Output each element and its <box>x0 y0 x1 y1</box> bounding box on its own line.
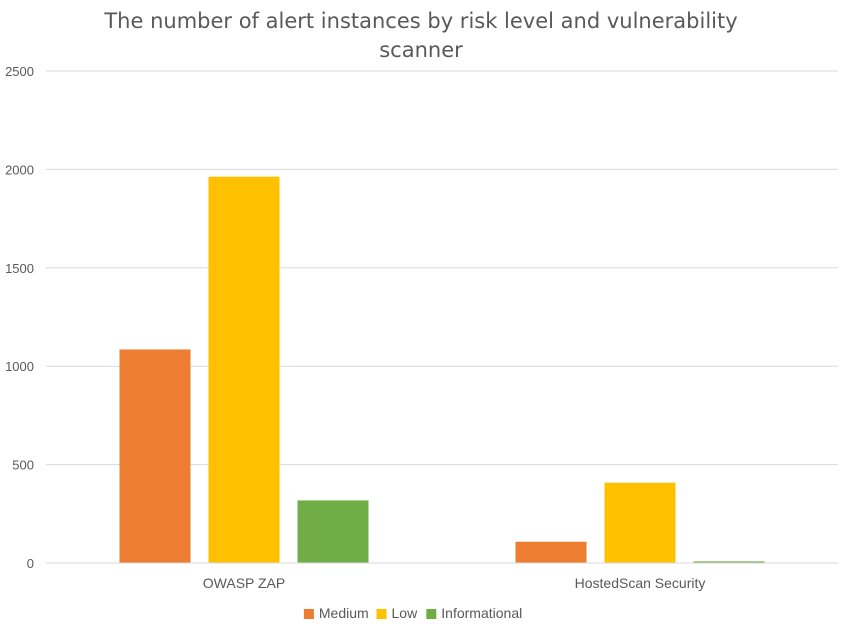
y-tick-label: 2500 <box>5 64 34 79</box>
y-tick-label: 500 <box>12 458 34 473</box>
bar-informational-1 <box>297 500 369 563</box>
bar-informational-2 <box>693 561 765 563</box>
legend: Medium Low Informational <box>303 605 522 621</box>
legend-item-low: Low <box>376 605 419 621</box>
chart-title-line-2: scanner <box>379 38 463 62</box>
bars <box>119 176 765 564</box>
legend-item-medium: Medium <box>303 605 369 621</box>
legend-label: Medium <box>319 605 369 621</box>
bar-low-2 <box>604 482 676 563</box>
legend-item-informational: Informational <box>426 605 522 621</box>
y-axis-ticks: 0 500 1000 1500 2000 2500 <box>5 64 34 571</box>
x-axis-categories: OWASP ZAP HostedScan Security <box>203 575 706 591</box>
chart-title-line-1: The number of alert instances by risk le… <box>103 9 737 33</box>
legend-swatch <box>303 609 314 619</box>
y-tick-label: 1000 <box>5 359 34 374</box>
legend-label: Low <box>392 605 419 621</box>
bar-medium-2 <box>515 541 587 563</box>
y-tick-label: 0 <box>27 556 34 571</box>
legend-label: Informational <box>441 605 522 621</box>
y-tick-label: 2000 <box>5 162 34 177</box>
y-tick-label: 1500 <box>5 261 34 276</box>
legend-swatch <box>426 609 437 619</box>
bar-medium-1 <box>119 349 191 563</box>
x-category-label: OWASP ZAP <box>203 575 285 591</box>
x-category-label: HostedScan Security <box>575 575 706 591</box>
legend-swatch <box>376 609 387 619</box>
bar-low-1 <box>208 176 280 564</box>
